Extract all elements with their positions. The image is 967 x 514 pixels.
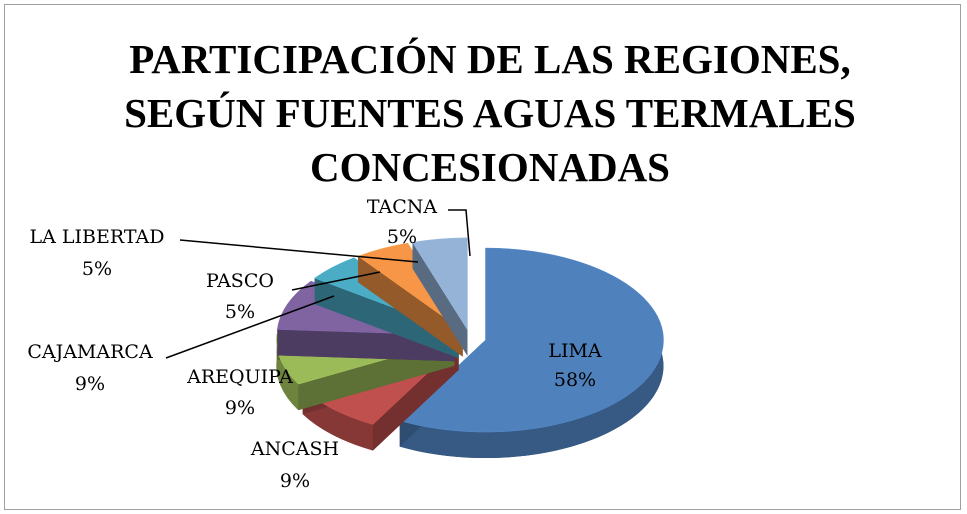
value-label: 9% bbox=[225, 397, 255, 419]
value-label: 5% bbox=[387, 226, 417, 248]
slice-top bbox=[412, 237, 468, 331]
value-label: 5% bbox=[82, 258, 112, 280]
leader-line bbox=[448, 209, 471, 257]
slice bbox=[412, 237, 468, 356]
category-label: LA LIBERTAD bbox=[30, 226, 165, 248]
slice-wall bbox=[412, 242, 468, 356]
slice-wall bbox=[358, 256, 463, 357]
slice-wall bbox=[314, 278, 459, 359]
category-label: TACNA bbox=[367, 196, 438, 218]
leader-line bbox=[179, 239, 419, 263]
leader-line bbox=[291, 271, 381, 291]
category-label: CAJAMARCA bbox=[27, 341, 153, 363]
chart-title: PARTICIPACIÓN DE LAS REGIONES, SEGÚN FUE… bbox=[124, 36, 856, 190]
slice-top bbox=[399, 247, 664, 433]
slice-side bbox=[399, 248, 664, 458]
value-label: 58% bbox=[554, 369, 596, 391]
category-label: PASCO bbox=[206, 270, 274, 292]
chart-frame bbox=[4, 4, 961, 510]
value-label: 9% bbox=[280, 470, 310, 492]
slice bbox=[399, 247, 664, 459]
category-label: LIMA bbox=[548, 340, 602, 362]
category-label: AREQUIPA bbox=[186, 366, 293, 388]
slice bbox=[357, 242, 463, 357]
value-label: 5% bbox=[225, 301, 255, 323]
value-label: 9% bbox=[75, 373, 105, 395]
leader-line bbox=[165, 295, 335, 359]
category-label: ANCASH bbox=[250, 438, 339, 460]
